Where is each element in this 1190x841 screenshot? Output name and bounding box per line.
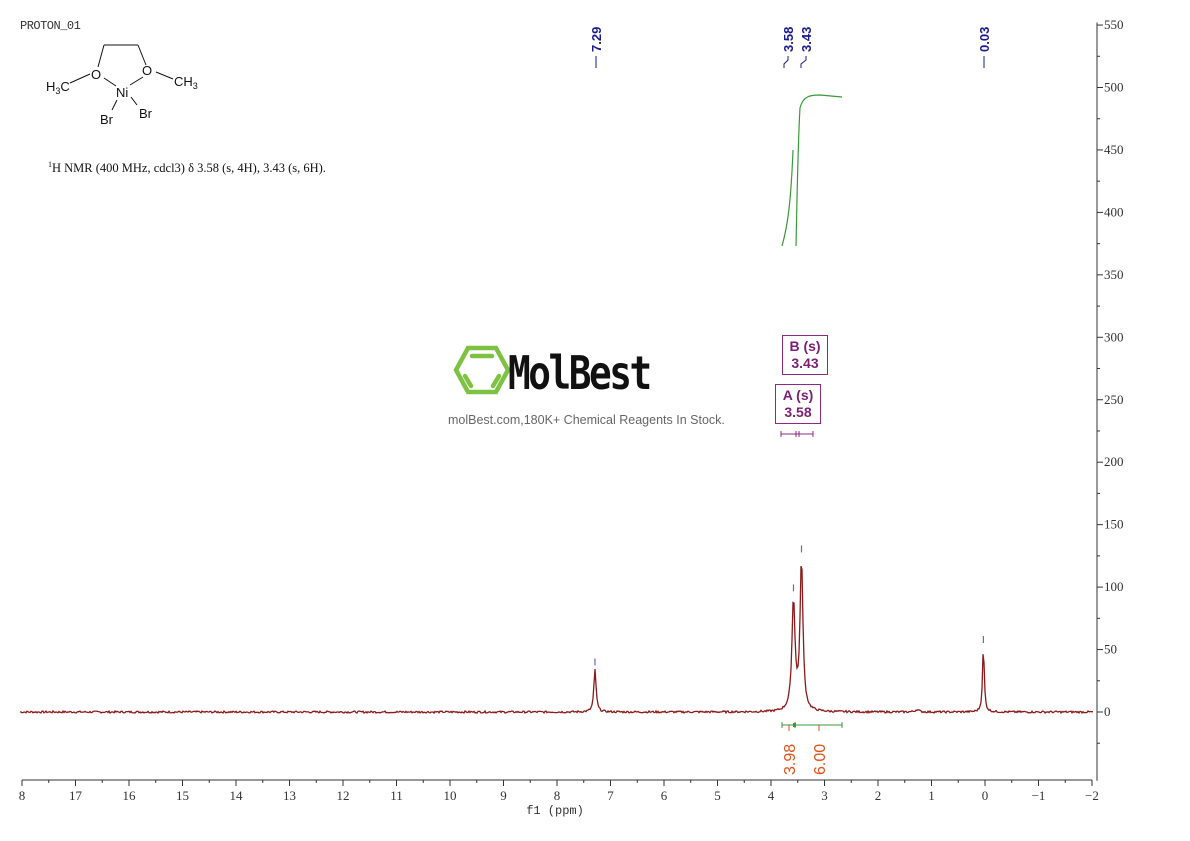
peak-labels: 7.29 3.58 3.43 0.03 [589, 27, 992, 68]
peak-label: 7.29 [589, 27, 604, 52]
multiplet-a-label: A (s) [782, 387, 814, 403]
x-tick-label: 8 [19, 788, 26, 803]
molecule-structure: H3C O Ni O CH3 Br Br [46, 44, 198, 127]
nucleus-superscript: 1 [48, 160, 52, 169]
watermark-tagline: molBest.com,180K+ Chemical Reagents In S… [448, 413, 725, 427]
spectrum-line [19, 565, 1094, 715]
integral-brackets: 3.98 6.00 [780, 431, 843, 775]
nmr-summary-body: H NMR (400 MHz, cdcl3) δ 3.58 (s, 4H), 3… [52, 161, 326, 176]
x-tick-label: 6 [661, 788, 668, 803]
peak-label: 3.58 [781, 27, 796, 52]
integral-value: 6.00 [812, 744, 829, 775]
x-tick-label: 1 [928, 788, 935, 803]
x-tick-label: −2 [1085, 788, 1099, 803]
x-tick-label: 2 [875, 788, 882, 803]
atom-ni: Ni [116, 85, 128, 100]
atom-br-right: Br [139, 106, 153, 121]
atom-br-left: Br [100, 112, 114, 127]
multiplet-a-shift: 3.58 [784, 404, 812, 420]
atom-ch3: CH3 [174, 74, 198, 91]
y-tick-label: 400 [1104, 204, 1124, 219]
multiplet-b-shift: 3.43 [791, 355, 819, 371]
peak-top-markers [594, 545, 984, 666]
y-tick-label: 500 [1104, 80, 1124, 95]
atom-h3c: H3C [46, 79, 70, 96]
y-tick-label: 450 [1104, 142, 1124, 157]
x-tick-label: 10 [444, 788, 457, 803]
y-tick-label: 200 [1104, 454, 1124, 469]
y-tick-label: 50 [1104, 642, 1117, 657]
experiment-name: PROTON_01 [20, 19, 81, 33]
atom-o-left: O [91, 67, 101, 82]
x-tick-label: 3 [821, 788, 828, 803]
x-tick-label: −1 [1032, 788, 1046, 803]
integral-curves [781, 94, 843, 247]
x-tick-label: 12 [337, 788, 350, 803]
y-tick-label: 250 [1104, 392, 1124, 407]
y-tick-label: 300 [1104, 329, 1124, 344]
x-tick-label: 5 [714, 788, 721, 803]
x-tick-label: 8 [554, 788, 561, 803]
integral-value: 3.98 [782, 744, 799, 775]
x-tick-label: 4 [768, 788, 775, 803]
x-tick-label: 0 [982, 788, 989, 803]
y-tick-label: 350 [1104, 267, 1124, 282]
integral-curve-a [781, 149, 794, 247]
x-axis: 8 17 16 15 14 13 12 11 10 9 8 7 6 5 4 3 2 1 0 −1 −2f1 (ppm) [19, 779, 1099, 818]
x-tick-label: 13 [283, 788, 296, 803]
y-tick-label: 0 [1104, 704, 1111, 719]
peak-label: 3.43 [799, 27, 814, 52]
x-axis-label: f1 (ppm) [526, 804, 584, 818]
multiplet-b-label: B (s) [789, 338, 821, 354]
multiplet-box-b[interactable]: B (s) 3.43 [782, 335, 828, 375]
atom-o-right: O [142, 63, 152, 78]
x-tick-label: 11 [390, 788, 403, 803]
x-tick-label: 15 [176, 788, 189, 803]
x-tick-label: 17 [69, 788, 83, 803]
molbest-logo-icon [453, 345, 511, 395]
y-tick-label: 150 [1104, 517, 1124, 532]
y-tick-label: 100 [1104, 579, 1124, 594]
peak-label: 0.03 [977, 27, 992, 52]
x-tick-label: 9 [500, 788, 507, 803]
x-tick-label: 7 [607, 788, 614, 803]
molbest-logo-text: MolBest [508, 346, 652, 400]
multiplet-box-a[interactable]: A (s) 3.58 [775, 384, 821, 424]
x-tick-label: 16 [123, 788, 137, 803]
integral-curve-b [795, 94, 843, 247]
nmr-summary-text: 1H NMR (400 MHz, cdcl3) δ 3.58 (s, 4H), … [48, 160, 326, 176]
x-tick-label: 14 [230, 788, 244, 803]
y-tick-label: 550 [1104, 17, 1124, 32]
